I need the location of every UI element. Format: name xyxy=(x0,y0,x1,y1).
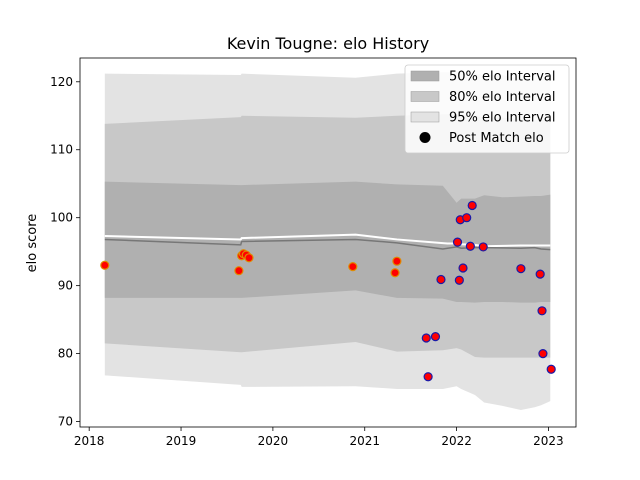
legend-swatch xyxy=(410,70,440,82)
legend-marker xyxy=(419,132,431,143)
post-match-point xyxy=(430,332,441,342)
legend-box xyxy=(404,64,570,154)
post-match-points xyxy=(100,200,556,382)
band-50-interval xyxy=(104,181,551,303)
post-match-point xyxy=(390,268,400,278)
y-axis-label: elo score xyxy=(25,214,40,273)
chart-title: Kevin Tougne: elo History xyxy=(227,34,429,53)
post-match-point xyxy=(452,237,463,247)
post-match-point xyxy=(348,262,358,272)
post-match-point xyxy=(392,256,402,266)
y-tick-label: 110 xyxy=(50,143,73,157)
legend-swatch xyxy=(410,91,440,102)
post-match-point xyxy=(458,263,468,273)
y-axis: 70 80 90 100 110 120 xyxy=(50,75,80,429)
post-match-point xyxy=(535,269,545,279)
post-match-point xyxy=(421,333,431,343)
post-match-point xyxy=(100,260,110,270)
x-tick-label: 2018 xyxy=(74,434,105,448)
post-match-point xyxy=(462,213,472,223)
post-match-point xyxy=(465,241,475,251)
legend: 50% elo Interval 80% elo Interval 95% elo … xyxy=(404,64,570,154)
y-tick-label: 90 xyxy=(58,279,73,293)
x-tick-label: 2019 xyxy=(166,434,197,448)
x-tick-label: 2021 xyxy=(349,434,380,448)
y-tick-label: 80 xyxy=(58,347,73,361)
y-tick-label: 120 xyxy=(50,75,73,89)
post-match-point xyxy=(537,306,547,316)
post-match-point xyxy=(467,200,477,211)
post-match-point xyxy=(436,274,446,285)
y-tick-label: 100 xyxy=(50,211,73,225)
legend-label: Post Match elo xyxy=(449,131,544,146)
post-match-point xyxy=(423,372,433,382)
post-match-point xyxy=(244,253,254,263)
post-match-point xyxy=(516,264,526,274)
post-match-point xyxy=(546,364,556,374)
legend-label: 50% elo Interval xyxy=(449,70,556,85)
legend-label: 95% elo Interval xyxy=(449,111,556,126)
post-match-point xyxy=(478,242,488,252)
legend-swatch xyxy=(410,111,440,123)
plot-area xyxy=(100,72,556,411)
x-tick-label: 2022 xyxy=(441,434,472,448)
post-match-point xyxy=(454,275,464,285)
post-match-point xyxy=(234,266,244,276)
y-tick-label: 70 xyxy=(58,415,73,429)
mean-elo-line xyxy=(104,238,551,251)
axes-frame xyxy=(79,57,577,428)
x-axis: 2018 2019 2020 2021 2022 2023 xyxy=(74,427,564,448)
x-tick-label: 2023 xyxy=(533,434,564,448)
legend-label: 80% elo Interval xyxy=(449,90,556,105)
x-tick-label: 2020 xyxy=(258,434,289,448)
post-match-point xyxy=(538,349,548,359)
